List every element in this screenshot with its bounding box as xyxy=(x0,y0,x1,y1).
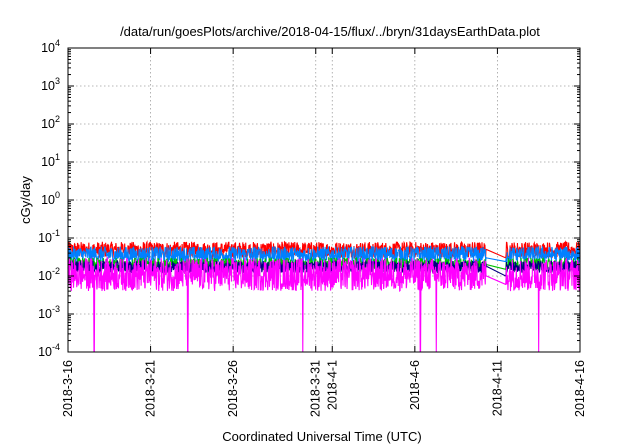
y-tick-label: 10-3 xyxy=(38,304,60,321)
series-line xyxy=(67,240,581,260)
y-tick-label: 10-2 xyxy=(38,266,60,283)
x-tick-label: 2018-4-16 xyxy=(573,360,587,417)
x-tick-label: 2018-3-21 xyxy=(144,360,158,417)
x-tick-label: 2018-4-6 xyxy=(408,360,422,410)
x-tick-label: 2018-3-26 xyxy=(226,360,240,417)
series-line xyxy=(67,256,581,353)
x-tick-label: 2018-3-16 xyxy=(61,360,75,417)
x-tick-label: 2018-3-31 xyxy=(309,360,323,417)
grid xyxy=(68,48,580,352)
y-tick-label: 104 xyxy=(41,38,60,55)
y-tick-label: 102 xyxy=(41,114,60,131)
y-tick-label: 103 xyxy=(41,76,60,93)
y-tick-label: 100 xyxy=(41,190,60,207)
y-tick-label: 101 xyxy=(41,152,60,169)
y-tick-label: 10-4 xyxy=(38,342,60,359)
x-tick-label: 2018-4-11 xyxy=(490,360,504,416)
y-axis-label: cGy/day xyxy=(18,176,33,224)
x-axis: 2018-3-16 2018-3-21 2018-3-26 2018-3-31 2018… xyxy=(61,48,587,417)
y-axis: 10-4 10-3 10-2 10-1 100 101 102 103 104 xyxy=(38,38,580,359)
x-tick-label: 2018-4-1 xyxy=(325,360,339,410)
chart-title: /data/run/goesPlots/archive/2018-04-15/f… xyxy=(120,24,540,39)
y-tick-label: 10-1 xyxy=(38,228,60,245)
x-axis-label: Coordinated Universal Time (UTC) xyxy=(222,429,421,444)
series-layer xyxy=(67,240,581,353)
